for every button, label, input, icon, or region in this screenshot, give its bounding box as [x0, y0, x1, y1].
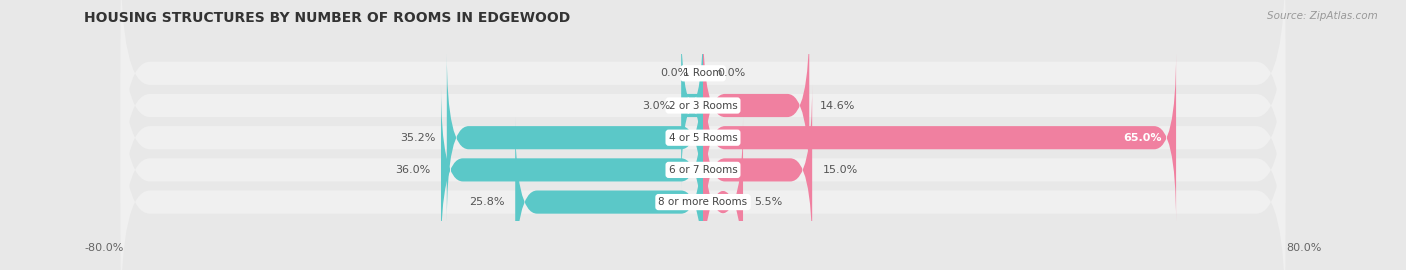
Text: HOUSING STRUCTURES BY NUMBER OF ROOMS IN EDGEWOOD: HOUSING STRUCTURES BY NUMBER OF ROOMS IN…	[84, 11, 571, 25]
FancyBboxPatch shape	[121, 53, 1285, 270]
Text: -80.0%: -80.0%	[84, 243, 124, 254]
FancyBboxPatch shape	[441, 85, 703, 255]
FancyBboxPatch shape	[515, 117, 703, 270]
Text: 1 Room: 1 Room	[683, 68, 723, 78]
FancyBboxPatch shape	[121, 21, 1285, 255]
Text: 36.0%: 36.0%	[395, 165, 430, 175]
Text: 25.8%: 25.8%	[468, 197, 505, 207]
FancyBboxPatch shape	[681, 21, 703, 191]
Text: 6 or 7 Rooms: 6 or 7 Rooms	[669, 165, 737, 175]
Text: 5.5%: 5.5%	[754, 197, 782, 207]
Text: 65.0%: 65.0%	[1123, 133, 1161, 143]
Text: 14.6%: 14.6%	[820, 100, 856, 110]
Text: 2 or 3 Rooms: 2 or 3 Rooms	[669, 100, 737, 110]
Text: Source: ZipAtlas.com: Source: ZipAtlas.com	[1267, 11, 1378, 21]
Text: 3.0%: 3.0%	[643, 100, 671, 110]
Text: 8 or more Rooms: 8 or more Rooms	[658, 197, 748, 207]
FancyBboxPatch shape	[703, 53, 1175, 223]
Text: 4 or 5 Rooms: 4 or 5 Rooms	[669, 133, 737, 143]
Text: 80.0%: 80.0%	[1286, 243, 1322, 254]
FancyBboxPatch shape	[703, 21, 810, 191]
FancyBboxPatch shape	[121, 0, 1285, 223]
Text: 15.0%: 15.0%	[823, 165, 858, 175]
FancyBboxPatch shape	[703, 85, 813, 255]
FancyBboxPatch shape	[703, 117, 742, 270]
Text: 0.0%: 0.0%	[717, 68, 745, 78]
Text: 35.2%: 35.2%	[401, 133, 436, 143]
Text: 0.0%: 0.0%	[661, 68, 689, 78]
FancyBboxPatch shape	[121, 85, 1285, 270]
FancyBboxPatch shape	[121, 0, 1285, 191]
FancyBboxPatch shape	[447, 53, 703, 223]
